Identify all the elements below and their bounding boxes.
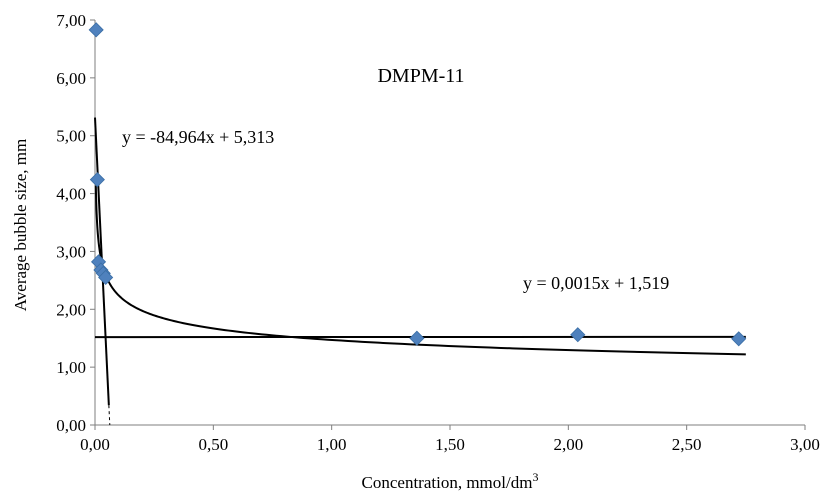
trendlines: [94, 117, 746, 426]
x-tick-label: 0,50: [198, 435, 228, 454]
x-axis-label: Concentration, mmol/dm3: [362, 470, 539, 492]
data-points: [88, 22, 747, 347]
x-tick-label: 2,00: [553, 435, 583, 454]
y-tick-label: 5,00: [56, 127, 86, 146]
data-point: [409, 330, 425, 346]
y-tick-label: 1,00: [56, 358, 86, 377]
data-point: [98, 269, 114, 286]
data-point: [89, 172, 105, 188]
y-tick-label: 2,00: [56, 300, 86, 319]
trendline-1-equation: y = -84,964x + 5,313: [122, 127, 274, 147]
data-point: [731, 331, 747, 347]
x-tick-labels: 0,00 0,50 1,00 1,50 2,00 2,50 3,00: [80, 435, 820, 454]
y-tick-label: 7,00: [56, 11, 86, 30]
trendline-2-equation: y = 0,0015x + 1,519: [523, 273, 669, 293]
y-tick-label: 0,00: [56, 416, 86, 435]
y-tick-label: 4,00: [56, 185, 86, 204]
x-axis-label-superscript: 3: [532, 470, 538, 484]
y-tick-labels: 0,00 1,00 2,00 3,00 4,00 5,00 6,00 7,00: [56, 11, 86, 435]
data-point: [88, 22, 104, 38]
x-tick-label: 3,00: [790, 435, 820, 454]
chart-title: DMPM-11: [377, 65, 464, 87]
x-axis-label-text: Concentration, mmol/dm: [362, 473, 533, 492]
x-tick-label: 0,00: [80, 435, 110, 454]
x-tick-label: 2,50: [672, 435, 702, 454]
y-tick-label: 3,00: [56, 242, 86, 261]
y-tick-label: 6,00: [56, 69, 86, 88]
x-tick-label: 1,50: [435, 435, 465, 454]
trendline-1-extension: [108, 405, 111, 426]
axes: [90, 19, 806, 430]
x-tick-label: 1,00: [317, 435, 347, 454]
data-point: [570, 327, 586, 343]
y-axis-label: Average bubble size, mm: [11, 139, 30, 311]
trendline-3: [94, 185, 746, 356]
